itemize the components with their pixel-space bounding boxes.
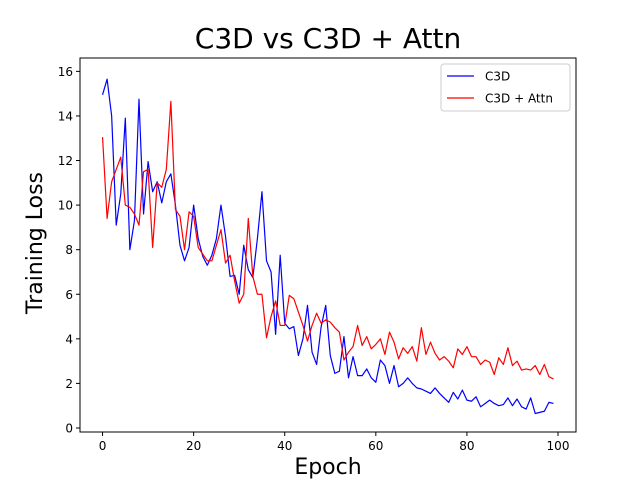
y-tick-label: 6 xyxy=(65,288,73,302)
axes-frame xyxy=(79,57,577,433)
x-tick-label: 80 xyxy=(459,439,474,453)
plot-area: 0 20 40 60 80 100 0 2 4 6 8 10 12 14 16 xyxy=(58,57,577,453)
x-tick-label: 20 xyxy=(186,439,201,453)
series-line-c3d xyxy=(101,78,554,415)
x-tick-label: 100 xyxy=(547,439,570,453)
y-tick-label: 12 xyxy=(58,154,73,168)
series-line-c3d-attn xyxy=(101,100,554,380)
x-tick-label: 0 xyxy=(99,439,107,453)
y-tick-label: 4 xyxy=(65,332,73,346)
y-tick-label: 2 xyxy=(65,377,73,391)
x-tick-label: 60 xyxy=(368,439,383,453)
legend-label-c3d: C3D xyxy=(485,70,510,84)
x-tick-label: 40 xyxy=(277,439,292,453)
y-tick-label: 10 xyxy=(58,199,73,213)
legend: C3D C3D + Attn xyxy=(440,63,571,112)
y-tick-label: 8 xyxy=(65,243,73,257)
legend-label-c3d-attn: C3D + Attn xyxy=(485,92,553,106)
y-tick-label: 0 xyxy=(65,421,73,435)
y-axis-title: Training Loss xyxy=(23,172,48,315)
y-tick-label: 16 xyxy=(58,65,73,79)
y-tick-label: 14 xyxy=(58,109,73,123)
x-axis-title: Epoch xyxy=(294,455,361,480)
chart-title: C3D vs C3D + Attn xyxy=(195,22,461,55)
